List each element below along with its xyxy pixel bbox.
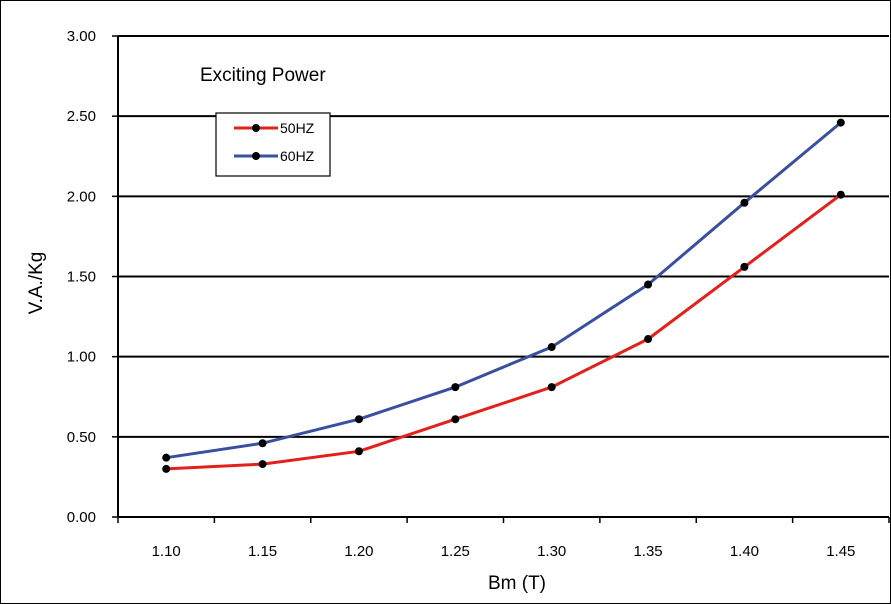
data-point-50hz <box>451 415 460 424</box>
series-line-60hz <box>165 121 842 460</box>
y-tick-label: 3.00 <box>67 28 96 45</box>
legend-box <box>215 112 331 177</box>
x-tick-label: 1.40 <box>730 543 759 560</box>
data-point-60hz <box>644 280 653 289</box>
series-group <box>162 118 845 473</box>
data-point-60hz <box>547 343 556 352</box>
legend-marker-50hz <box>252 124 260 132</box>
x-tick-label: 1.45 <box>826 543 855 560</box>
y-axis-title: V.A./Kg <box>26 252 47 315</box>
legend-marker-60hz <box>252 152 260 160</box>
data-point-60hz <box>451 383 460 392</box>
y-tick-label: 2.50 <box>67 108 96 125</box>
data-point-50hz <box>354 447 363 456</box>
y-tick-label: 1.00 <box>67 349 96 366</box>
data-point-50hz <box>547 383 556 392</box>
data-point-50hz <box>644 335 653 344</box>
series-line-50hz <box>166 193 842 471</box>
x-tick-label: 1.20 <box>344 543 373 560</box>
x-tick-label: 1.15 <box>248 543 277 560</box>
y-tick-label: 2.00 <box>67 188 96 205</box>
data-point-50hz <box>162 464 171 473</box>
data-point-60hz <box>258 439 267 448</box>
x-tick-label: 1.30 <box>537 543 566 560</box>
data-point-50hz <box>740 262 749 271</box>
axes <box>112 35 890 523</box>
x-axis-title: Bm (T) <box>488 573 546 594</box>
data-point-60hz <box>354 415 363 424</box>
data-point-60hz <box>836 118 845 127</box>
data-point-60hz <box>740 198 749 207</box>
x-tick-labels: 1.10 1.15 1.20 1.25 1.30 1.35 1.40 1.45 <box>152 543 856 560</box>
legend-label-60hz: 60HZ <box>280 148 315 164</box>
legend-label-50hz: 50HZ <box>280 120 315 136</box>
grid-lines <box>118 35 889 438</box>
y-tick-label: 1.50 <box>67 269 96 286</box>
data-point-50hz <box>836 190 845 199</box>
y-tick-label: 0.00 <box>67 509 96 526</box>
y-tick-label: 0.50 <box>67 429 96 446</box>
x-tick-label: 1.10 <box>152 543 181 560</box>
data-point-50hz <box>258 460 267 469</box>
x-tick-label: 1.35 <box>633 543 662 560</box>
data-point-60hz <box>162 453 171 462</box>
x-tick-label: 1.25 <box>441 543 470 560</box>
chart-title: Exciting Power <box>200 65 326 86</box>
y-tick-labels: 0.00 0.50 1.00 1.50 2.00 2.50 3.00 <box>67 28 96 526</box>
legend: 50HZ 60HZ <box>215 112 331 177</box>
